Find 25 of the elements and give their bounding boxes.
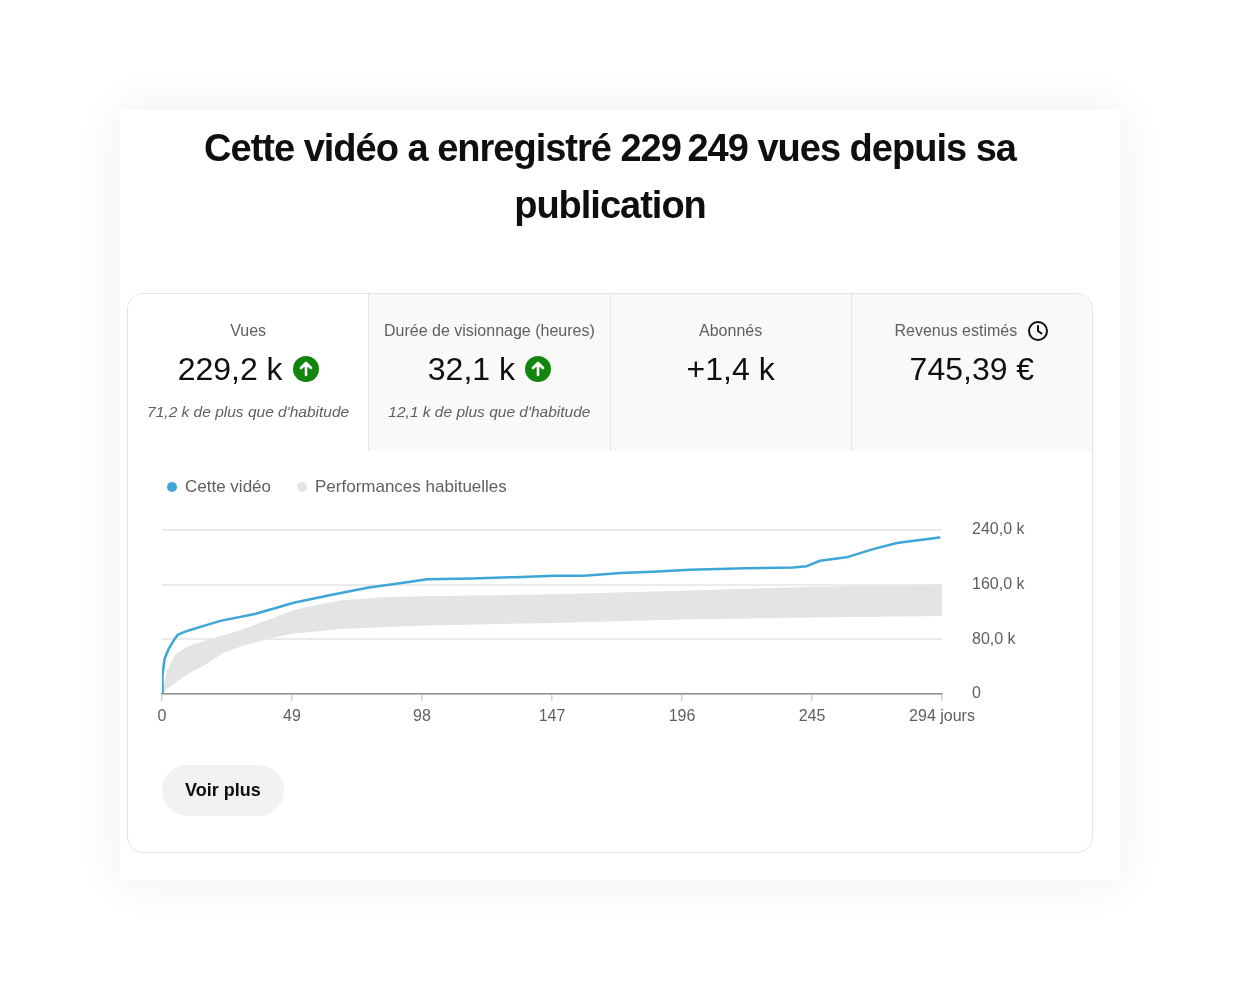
chart-title: Cette vidéo a enregistré 229 249 vues depuis sa publication [203,126,1018,228]
y-tick-label: 160,0 k [972,575,1026,593]
text: 229,2 k [177,350,283,388]
legend-label: Cette vidéo [185,476,271,496]
text: Vues [230,322,267,340]
text: Voir plus [185,779,261,802]
x-tick-label: 294 jours [909,707,975,725]
text: Durée de visionnage (heures) [383,322,595,340]
text: 12,1 k de plus que d'habitude [387,403,592,421]
text: Abonnés [699,322,763,340]
legend-label: Performances habituelles [315,476,507,496]
x-tick-label: 98 [413,707,431,725]
text: 745,39 € [909,350,1035,388]
text: +1,4 k [686,350,775,388]
y-tick-label: 240,0 k [972,520,1026,538]
text: 32,1 k [427,350,515,388]
y-tick-label: 0 [972,684,981,702]
text: 71,2 k de plus que d'habitude [146,403,351,421]
x-tick-label: 147 [538,707,566,725]
x-tick-label: 245 [798,707,826,725]
x-tick-label: 0 [157,707,167,725]
x-tick-label: 196 [668,707,696,725]
y-tick-label: 80,0 k [972,629,1017,647]
text: Revenus estimés [894,322,1018,340]
x-tick-label: 49 [283,707,301,725]
